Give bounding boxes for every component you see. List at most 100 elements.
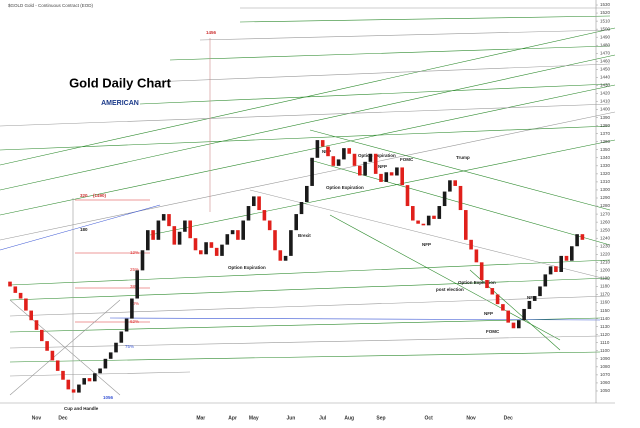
- y-tick-label: 1370: [600, 131, 611, 136]
- y-tick-label: 1230: [600, 243, 611, 248]
- candle-body: [522, 308, 526, 321]
- candle-body: [71, 389, 76, 393]
- candle-body: [442, 191, 447, 207]
- candle-body: [114, 342, 118, 353]
- candle-body: [214, 247, 219, 256]
- candle-body: [501, 304, 505, 311]
- candle-body: [61, 370, 65, 380]
- trend-line: [199, 29, 611, 41]
- y-tick-label: 1080: [600, 364, 611, 369]
- y-tick-label: 1250: [600, 227, 611, 232]
- x-tick-label: May: [249, 415, 259, 421]
- candle-body: [140, 250, 145, 271]
- candle-body: [167, 214, 171, 227]
- candle-body: [315, 140, 320, 158]
- candle-body: [416, 220, 420, 224]
- y-tick-label: 1070: [600, 372, 611, 377]
- y-tick-label: 1470: [600, 50, 611, 55]
- annotation: Option Expiration: [228, 265, 266, 270]
- candle-body: [575, 234, 579, 247]
- y-tick-label: 1450: [600, 67, 611, 72]
- y-tick-label: 1260: [600, 219, 611, 224]
- candle-body: [358, 165, 362, 176]
- y-tick-label: 1120: [600, 332, 610, 337]
- candle-body: [479, 262, 484, 281]
- annotation: NFP: [527, 295, 536, 300]
- candle-body: [220, 244, 224, 256]
- y-tick-label: 1410: [600, 99, 611, 104]
- trend-line: [9, 351, 601, 363]
- y-tick-label: 1460: [600, 58, 611, 63]
- candle-body: [108, 352, 113, 359]
- candle-body: [172, 226, 177, 245]
- y-tick-label: 1150: [600, 308, 610, 313]
- trend-line: [109, 317, 601, 321]
- candle-body: [45, 341, 49, 351]
- trend-line: [9, 299, 121, 396]
- candle-body: [199, 250, 203, 255]
- candle-body: [352, 153, 357, 166]
- candle-body: [432, 215, 436, 219]
- candle-body: [209, 242, 214, 248]
- candle-body: [437, 206, 442, 219]
- annotation: 1056: [103, 395, 114, 400]
- trend-line: [0, 54, 616, 191]
- x-tick-label: Dec: [58, 415, 67, 421]
- y-tick-label: 1160: [600, 300, 610, 305]
- candle-body: [564, 255, 569, 261]
- trend-line: [9, 317, 601, 333]
- candle-body: [55, 360, 60, 371]
- trend-line: [0, 103, 611, 127]
- y-tick-label: 1490: [600, 34, 611, 39]
- y-tick-label: 1270: [600, 211, 611, 216]
- logo: AMERICAN: [101, 100, 139, 107]
- trend-line: [329, 214, 561, 341]
- annotation: 50%: [130, 301, 139, 306]
- candle-body: [474, 249, 479, 263]
- candle-body: [495, 294, 500, 305]
- annotation: FOMC: [486, 329, 500, 334]
- candle-body: [405, 185, 410, 207]
- y-tick-label: 1350: [600, 147, 611, 152]
- candle-body: [151, 230, 155, 240]
- candle-body: [395, 167, 399, 176]
- candle-body: [517, 320, 521, 329]
- x-tick-label: Aug: [344, 415, 354, 421]
- candle-body: [320, 140, 325, 147]
- y-tick-label: 1140: [600, 316, 610, 321]
- candle-body: [485, 280, 489, 289]
- annotation: post election: [436, 287, 464, 292]
- trend-line: [469, 269, 561, 351]
- y-tick-label: 1360: [600, 139, 611, 144]
- y-tick-label: 1240: [600, 235, 611, 240]
- y-tick-label: 1530: [600, 2, 611, 7]
- trend-line: [239, 15, 611, 23]
- candle-body: [490, 288, 495, 295]
- trend-line: [9, 277, 611, 301]
- annotation: 12%: [130, 250, 139, 255]
- y-tick-label: 1060: [600, 380, 611, 385]
- candle-body: [124, 318, 129, 332]
- candle-body: [204, 242, 208, 255]
- candle-body: [411, 206, 415, 221]
- candle-body: [373, 153, 378, 174]
- annotations: 1456 320 (1490) 180 12% 25% 38% 50% 62% …: [64, 30, 536, 411]
- annotation: 62%: [130, 319, 139, 324]
- y-tick-label: 1380: [600, 123, 611, 128]
- x-tick-label: Nov: [466, 415, 476, 421]
- candle-body: [177, 231, 182, 245]
- candle-body: [98, 368, 102, 374]
- annotation: FOMC: [400, 157, 414, 162]
- annotation: 180: [80, 227, 88, 232]
- y-tick-label: 1510: [600, 18, 611, 23]
- candle-body: [421, 223, 426, 226]
- y-tick-label: 1340: [600, 155, 611, 160]
- candle-body: [257, 196, 261, 211]
- x-tick-label: Dec: [504, 415, 513, 421]
- candle-body: [532, 296, 537, 301]
- y-tick-label: 1200: [600, 268, 611, 273]
- candle-body: [554, 266, 558, 272]
- candle-body: [400, 167, 404, 186]
- candle-body: [146, 230, 150, 251]
- trend-line: [0, 125, 611, 151]
